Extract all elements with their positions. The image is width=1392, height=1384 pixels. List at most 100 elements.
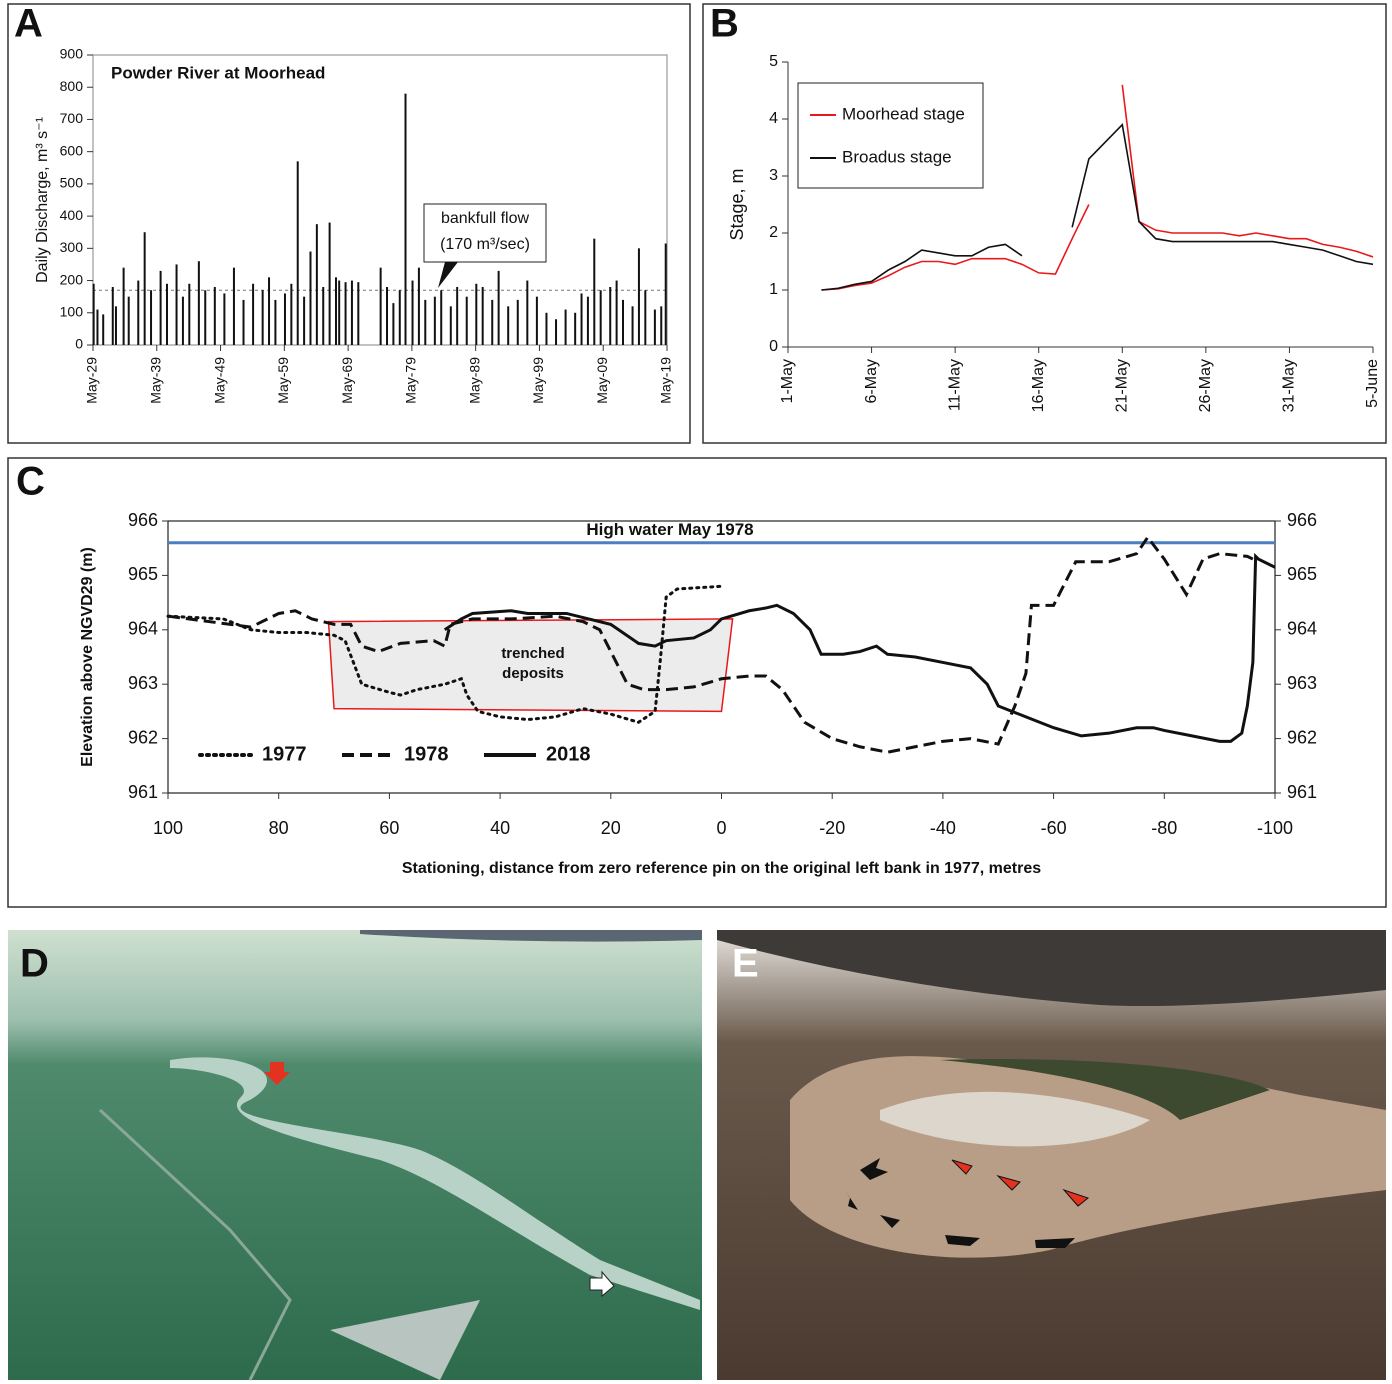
- bar: [507, 306, 509, 345]
- y-tick-label: 2: [769, 224, 778, 241]
- y-tick-label: 965: [128, 564, 158, 584]
- x-tick-label: -80: [1151, 818, 1177, 838]
- x-tick-label: 11-May: [946, 359, 963, 411]
- x-tick-label: 6-May: [863, 359, 880, 403]
- bar: [491, 300, 493, 345]
- x-tick-label: May-59: [275, 357, 291, 404]
- y-tick-label: 0: [769, 338, 778, 355]
- bar: [600, 290, 602, 345]
- bar: [482, 287, 484, 345]
- y2-tick-label: 962: [1287, 727, 1317, 747]
- bar: [160, 271, 162, 345]
- bar: [316, 224, 318, 345]
- y-tick-label: 961: [128, 782, 158, 802]
- bar: [243, 300, 245, 345]
- x-tick-label: May-49: [211, 357, 227, 404]
- bar: [123, 268, 125, 345]
- x-axis-label: Stationing, distance from zero reference…: [402, 860, 1041, 877]
- legend-label: 1978: [404, 743, 449, 765]
- bar: [198, 261, 200, 345]
- bar: [466, 297, 468, 345]
- y-tick-label: 200: [60, 271, 84, 287]
- bar: [128, 297, 130, 345]
- bar: [536, 297, 538, 345]
- bar: [440, 290, 442, 345]
- y-tick-label: 400: [60, 207, 84, 223]
- bar: [616, 281, 618, 345]
- bar: [412, 281, 414, 345]
- bar: [654, 310, 656, 345]
- y-axis-label: Elevation above NGVD29 (m): [79, 547, 96, 767]
- panel-letter: B: [710, 2, 739, 46]
- bar: [392, 303, 394, 345]
- x-tick-label: May-39: [147, 357, 163, 404]
- x-tick-label: May-99: [530, 357, 546, 404]
- legend-label: 2018: [546, 743, 591, 765]
- x-tick-label: 80: [269, 818, 289, 838]
- bar: [581, 293, 583, 345]
- y-tick-label: 300: [60, 239, 84, 255]
- callout: [438, 262, 458, 288]
- x-tick-label: 5-June: [1364, 359, 1381, 408]
- x-tick-label: 40: [490, 818, 510, 838]
- bar: [660, 306, 662, 345]
- x-tick-label: 26-May: [1197, 359, 1214, 412]
- photo: [8, 930, 702, 1380]
- bar: [609, 287, 611, 345]
- bar: [399, 290, 401, 345]
- bar: [96, 310, 98, 345]
- bar: [498, 271, 500, 345]
- x-tick-label: -60: [1041, 818, 1067, 838]
- bar: [176, 264, 178, 345]
- reference-label: High water May 1978: [586, 520, 753, 539]
- bar: [329, 223, 331, 345]
- bar: [214, 287, 216, 345]
- bar: [456, 287, 458, 345]
- bar: [424, 300, 426, 345]
- y-tick-label: 500: [60, 175, 84, 191]
- y-tick-label: 1: [769, 281, 778, 298]
- x-tick-label: 0: [716, 818, 726, 838]
- bar: [450, 306, 452, 345]
- y-tick-label: 0: [75, 336, 83, 352]
- bar: [112, 287, 114, 345]
- bar: [665, 244, 667, 346]
- x-tick-label: 31-May: [1281, 359, 1298, 412]
- legend-label: Moorhead stage: [842, 104, 965, 123]
- y2-tick-label: 963: [1287, 673, 1317, 693]
- bar: [555, 319, 557, 345]
- bar: [204, 290, 206, 345]
- bar: [303, 297, 305, 345]
- y-tick-label: 966: [128, 510, 158, 530]
- bar: [587, 297, 589, 345]
- legend-box: [798, 83, 983, 188]
- bar: [345, 282, 347, 345]
- annotation: bankfull flow: [441, 210, 529, 227]
- bar: [526, 281, 528, 345]
- y2-tick-label: 966: [1287, 510, 1317, 530]
- y-axis-label: Daily Discharge, m³ s⁻¹: [34, 117, 51, 283]
- y-tick-label: 700: [60, 110, 84, 126]
- photo-e: E: [717, 930, 1386, 1380]
- x-tick-label: -100: [1257, 818, 1293, 838]
- x-tick-label: 20: [601, 818, 621, 838]
- y-tick-label: 5: [769, 53, 778, 70]
- x-tick-label: May-19: [658, 357, 674, 404]
- bar: [632, 306, 634, 345]
- bar: [252, 284, 254, 345]
- bar: [150, 290, 152, 345]
- y-tick-label: 963: [128, 673, 158, 693]
- x-tick-label: 1-May: [779, 359, 796, 403]
- bar: [188, 284, 190, 345]
- bar: [405, 94, 407, 345]
- bar: [644, 290, 646, 345]
- bar: [144, 232, 146, 345]
- panel-letter: D: [20, 942, 49, 986]
- bar: [274, 300, 276, 345]
- panel-letter: E: [732, 942, 759, 986]
- bar: [102, 314, 104, 345]
- bar: [545, 313, 547, 345]
- y-tick-label: 3: [769, 167, 778, 184]
- x-tick-label: 16-May: [1030, 359, 1047, 412]
- bar: [338, 281, 340, 345]
